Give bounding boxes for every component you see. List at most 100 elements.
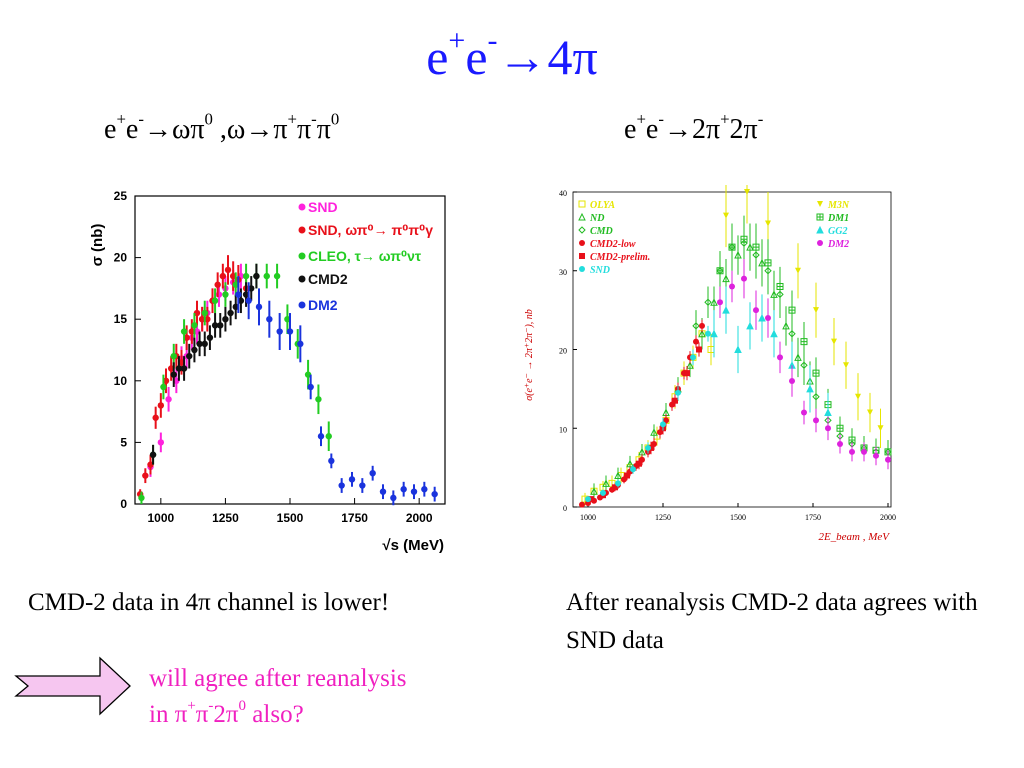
data-point [235, 291, 241, 297]
data-point [789, 307, 795, 313]
legend-label-m3n: M3N [827, 200, 850, 211]
data-point [186, 353, 192, 359]
data-point [142, 472, 148, 478]
legend-label-cmd2: CMD2 [308, 271, 348, 287]
data-point [276, 328, 282, 334]
data-point [693, 339, 699, 345]
x-tick-label: 1250 [212, 511, 239, 525]
data-point [421, 486, 427, 492]
data-point [431, 491, 437, 497]
data-point [411, 488, 417, 494]
data-point [741, 236, 747, 242]
data-point [765, 221, 771, 227]
legend-marker [817, 240, 823, 246]
chart-right-ylabel: σ(e⁺e⁻ → 2π⁺2π⁻), nb [524, 309, 535, 401]
data-point [813, 417, 819, 423]
x-tick-label: 1500 [730, 513, 746, 522]
x-tick-label: 2000 [406, 511, 433, 525]
data-point [615, 480, 621, 486]
series-gg2 [711, 287, 831, 433]
y-tick-label: 25 [114, 189, 128, 203]
series-m3n [723, 185, 884, 448]
legend-label-cmd2-low: CMD2-low [590, 239, 636, 250]
y-tick-label: 0 [120, 497, 127, 511]
data-point [729, 284, 735, 290]
data-point [878, 425, 884, 431]
data-point [158, 402, 164, 408]
x-tick-label: 2000 [880, 513, 896, 522]
data-point [636, 461, 642, 467]
subtitle-right: e+e-→2π+2π- [624, 114, 763, 146]
data-point [753, 244, 759, 250]
data-point [843, 362, 849, 368]
series-snd [585, 326, 711, 502]
legend-label-dm1: DM1 [827, 213, 849, 224]
data-point [759, 315, 765, 321]
series-cmd2-prelim [588, 342, 702, 502]
series-cmd2 [150, 264, 260, 465]
data-point [867, 410, 873, 416]
legend-label-snd: SND, ωπ⁰→ π⁰π⁰γ [308, 222, 433, 238]
y-tick-label: 20 [114, 251, 128, 265]
legend-label-snd: SND [590, 265, 610, 276]
data-point [171, 353, 177, 359]
data-point [307, 384, 313, 390]
data-point [765, 260, 771, 266]
y-tick-label: 10 [559, 425, 567, 434]
question-line-1: will agree after reanalysis [149, 661, 407, 697]
data-point [765, 315, 771, 321]
x-tick-label: 1750 [341, 511, 368, 525]
data-point [747, 323, 753, 329]
data-point [191, 347, 197, 353]
legend-label-olya: OLYA [590, 200, 615, 211]
data-point [684, 370, 690, 376]
slide-title: e+e-→4π [0, 28, 1024, 86]
data-point [227, 310, 233, 316]
data-point [600, 490, 606, 496]
chart-right-xlabel: 2E_beam , MeV [818, 531, 890, 543]
legend-label-dm2: DM2 [308, 297, 338, 313]
data-point [217, 322, 223, 328]
legend-label-cmd: CMD [590, 226, 613, 237]
data-point [699, 323, 705, 329]
data-point [212, 298, 218, 304]
data-point [359, 482, 365, 488]
data-point [326, 433, 332, 439]
x-tick-label: 1500 [277, 511, 304, 525]
data-point [801, 339, 807, 345]
legend-marker [579, 240, 585, 246]
data-point [807, 386, 813, 392]
data-point [825, 410, 831, 416]
data-point [717, 268, 723, 274]
data-point [885, 457, 891, 463]
data-point [338, 482, 344, 488]
legend-marker [817, 227, 823, 233]
data-point [723, 213, 729, 219]
data-point [245, 298, 251, 304]
caption-right: After reanalysis CMD-2 data agrees with … [566, 584, 986, 660]
legend-marker [299, 302, 306, 309]
data-point [390, 495, 396, 501]
data-point [690, 354, 696, 360]
data-point [220, 273, 226, 279]
data-point [202, 310, 208, 316]
data-point [849, 449, 855, 455]
subtitle-left: e+e-→ωπ0 ,ω→π+π-π0 [104, 114, 339, 146]
data-point [831, 339, 837, 345]
data-point [849, 437, 855, 443]
x-tick-label: 1000 [147, 511, 174, 525]
legend-marker [579, 253, 585, 259]
data-point [214, 282, 220, 288]
legend-label-gg2: GG2 [828, 226, 847, 237]
legend-marker [299, 227, 306, 234]
legend-marker [299, 204, 306, 211]
y-tick-label: 15 [114, 312, 128, 326]
chart-right-2pi-2pi: 1000 1250 1500 1750 2000010203040 σ(e⁺e⁻ → 2… [518, 185, 898, 550]
data-point [171, 371, 177, 377]
data-point [158, 439, 164, 445]
data-point [380, 488, 386, 494]
data-point [711, 331, 717, 337]
data-point [789, 378, 795, 384]
legend-marker [299, 276, 306, 283]
y-tick-label: 10 [114, 374, 128, 388]
